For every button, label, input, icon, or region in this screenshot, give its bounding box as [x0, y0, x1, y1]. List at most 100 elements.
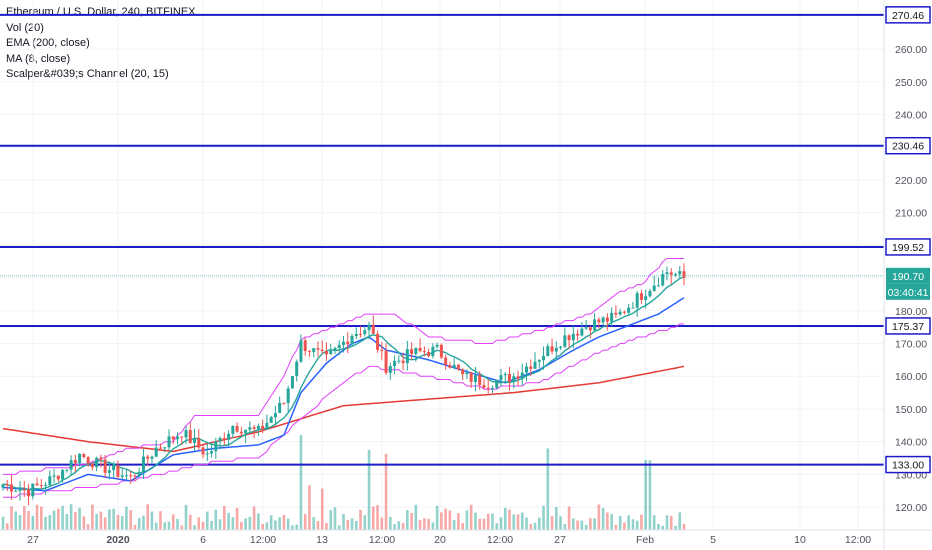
volume-bar — [154, 522, 158, 530]
candle-body — [542, 356, 546, 361]
volume-bar — [354, 520, 358, 530]
candle-body — [201, 447, 205, 455]
volume-bar — [516, 514, 520, 530]
candle-body — [410, 349, 414, 354]
current-price-tag-countdown-bg — [886, 283, 930, 300]
candle-body — [99, 457, 103, 460]
candle-body — [525, 366, 529, 373]
volume-bar — [74, 512, 77, 530]
volume-bar — [401, 523, 405, 530]
candle-body — [439, 344, 443, 358]
candle-body — [537, 360, 541, 362]
volume-bar — [423, 518, 426, 530]
volume-bar — [312, 517, 316, 530]
candle-body — [124, 475, 128, 477]
candle-body — [631, 307, 635, 309]
candle-body — [244, 429, 248, 434]
candle-body — [146, 456, 150, 459]
candle-body — [107, 470, 111, 473]
volume-bar — [210, 520, 213, 530]
candle-body — [614, 312, 618, 315]
candle-body — [414, 347, 418, 354]
horizontal-levels[interactable] — [0, 13, 884, 466]
current-price-tag-bg — [886, 267, 930, 284]
candle-body — [197, 438, 201, 448]
candle-body — [78, 453, 82, 464]
candle-body — [158, 447, 162, 449]
candle-body — [227, 433, 231, 440]
candle-body — [393, 360, 397, 367]
channel-lower-path — [3, 323, 684, 498]
candle-body — [512, 376, 516, 382]
candle-body — [376, 333, 380, 350]
volume-bar — [350, 518, 354, 530]
candle-body — [665, 272, 669, 275]
volume-bar — [474, 512, 477, 530]
level-tag-bg — [885, 6, 931, 24]
channel-upper-path — [3, 258, 684, 475]
price-tick-label: 250.00 — [895, 77, 927, 89]
volume-bar — [214, 509, 218, 530]
volume-bar — [244, 518, 247, 530]
legend-volume[interactable]: Vol (20) — [6, 21, 44, 34]
volume-bar — [342, 514, 345, 530]
volume-bar — [91, 504, 94, 530]
volume-bar — [495, 523, 499, 530]
volume-bar — [576, 520, 579, 530]
candle-body — [312, 348, 316, 352]
candle-body — [610, 312, 614, 322]
volume-bar — [218, 519, 222, 530]
volume-bar — [269, 515, 273, 530]
candle-body — [550, 346, 554, 352]
volume-bar — [1, 516, 5, 530]
time-tick-label: 12:00 — [369, 534, 395, 546]
volume-bar — [261, 524, 264, 530]
volume-bar — [665, 515, 669, 530]
volume-bar — [380, 517, 384, 530]
time-axis[interactable]: 27 2020 6 12:00 13 12:00 20 12:00 27 Feb 5 10 12:00 — [0, 529, 932, 546]
volume-bar — [337, 525, 341, 530]
candle-body — [333, 347, 337, 351]
candle-body — [303, 340, 307, 352]
candle-body — [218, 438, 222, 442]
volume-bar — [95, 513, 98, 530]
volume-bar — [227, 512, 230, 530]
candle-body — [141, 456, 145, 473]
volume-bar — [82, 516, 86, 530]
candle-body — [324, 351, 328, 355]
volume-bar — [440, 512, 443, 530]
legend-ema[interactable]: EMA (200, close) — [6, 37, 90, 49]
candle-body — [469, 372, 473, 382]
candle-body — [461, 369, 465, 375]
volume-bar — [48, 515, 52, 530]
volume-bar — [414, 504, 418, 530]
candle-body — [482, 384, 486, 388]
level-tag: 175.37 — [885, 317, 931, 335]
volume-bar — [614, 524, 618, 530]
volume-bar — [640, 514, 643, 530]
candle-body — [401, 360, 405, 364]
volume-bar — [465, 510, 469, 530]
candle-body — [129, 475, 133, 477]
legend-channel[interactable]: Scalper&#039;s Channel (20, 15) — [6, 68, 169, 80]
volume-bar — [146, 504, 150, 530]
volume-bar — [52, 510, 56, 530]
volume-bar — [329, 509, 333, 530]
legend-ma[interactable]: MA (8, close) — [6, 52, 71, 65]
candle-body — [210, 451, 214, 454]
candle-body — [452, 364, 456, 368]
volume-bar — [359, 509, 362, 530]
volume-bar — [295, 524, 298, 530]
volume-bars — [1, 435, 686, 530]
candle-body — [622, 311, 626, 313]
candle-body — [384, 350, 388, 373]
candle-body — [405, 349, 409, 364]
volume-bar — [18, 515, 22, 530]
volume-bar — [125, 506, 128, 530]
volume-bar — [393, 524, 396, 530]
level-tag-text: 230.46 — [892, 141, 924, 153]
level-tag: 199.52 — [885, 238, 931, 256]
candle-body — [605, 317, 609, 322]
ema-path — [2, 365, 685, 453]
